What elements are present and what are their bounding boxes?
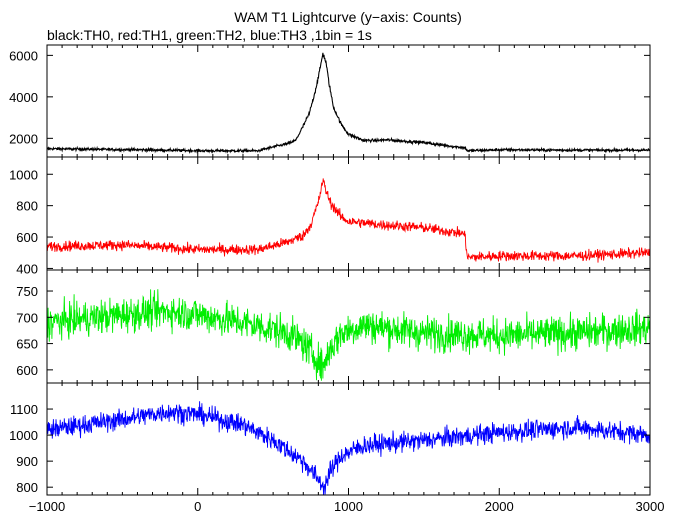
chart-subtitle: black:TH0, red:TH1, green:TH2, blue:TH3 …	[47, 27, 372, 43]
panel-frame	[46, 382, 651, 496]
panel-th3: 800 900 1000 1100	[9, 382, 651, 496]
series-line-th2	[47, 289, 650, 381]
y-tick-label: 1100	[10, 402, 38, 417]
x-tick-label: −1000	[29, 499, 66, 514]
y-tick-label: 2000	[9, 131, 38, 146]
y-tick-label: 6000	[9, 48, 38, 63]
y-tick-label: 4000	[9, 90, 38, 105]
x-tick-label: 3000	[636, 499, 665, 514]
panel-th2: 600 650 700 750	[16, 269, 651, 384]
y-tick-label: 750	[16, 284, 38, 299]
y-tick-label: 700	[16, 310, 38, 325]
panel-frame	[46, 44, 651, 158]
y-tick-label: 1000	[9, 167, 38, 182]
series-line-th3	[47, 401, 650, 495]
x-tick-label: 1000	[334, 499, 363, 514]
x-axis: −1000 0 1000 2000 3000	[29, 499, 665, 514]
y-tick-label: 400	[16, 261, 38, 276]
y-tick-label: 1000	[9, 428, 38, 443]
y-tick-label: 600	[16, 363, 38, 378]
panels-layer: 2000 4000 6000 400 600 800 1000 600 650 700 750 800…	[9, 44, 651, 496]
x-tick-label: 0	[194, 499, 201, 514]
series-line-th0	[47, 52, 650, 155]
y-tick-label: 650	[16, 337, 38, 352]
x-tick-label: 2000	[485, 499, 514, 514]
series-line-th1	[47, 178, 650, 263]
panel-th1: 400 600 800 1000	[9, 156, 651, 276]
y-tick-label: 800	[16, 480, 38, 495]
y-tick-label: 900	[16, 454, 38, 469]
y-tick-label: 800	[16, 199, 38, 214]
panel-th0: 2000 4000 6000	[9, 44, 651, 158]
chart-title: WAM T1 Lightcurve (y−axis: Counts)	[234, 9, 462, 25]
y-tick-label: 600	[16, 230, 38, 245]
